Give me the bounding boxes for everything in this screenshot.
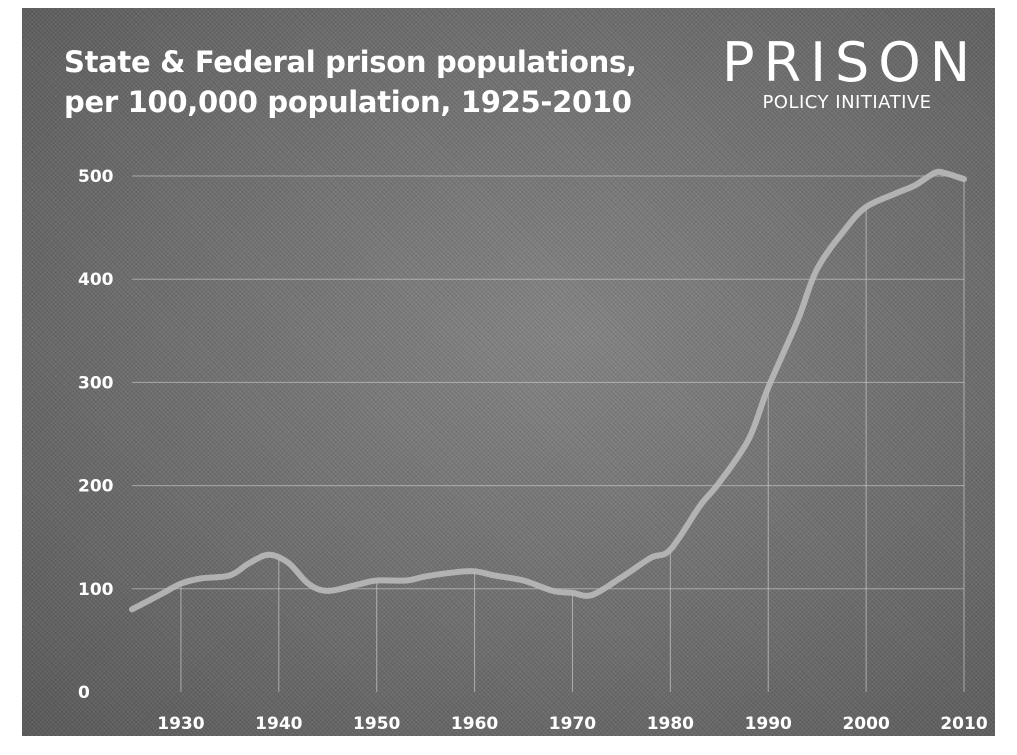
x-tick-label-2010: 2010 [940,714,987,734]
y-tick-label-0: 0 [78,683,90,703]
line-chart: 0 100 200 300 400 500 1930 1940 1950 1960 1970 198… [78,167,988,734]
y-axis-tick-labels: 0 100 200 300 400 500 [78,167,114,703]
horizontal-gridlines [132,175,964,590]
x-tick-label-1980: 1980 [647,714,694,734]
x-tick-label-1950: 1950 [353,714,400,734]
prison-policy-initiative-logo: PRISON POLICY INITIATIVE [722,31,980,114]
x-axis-tick-labels: 1930 1940 1950 1960 1970 1980 1990 2000 2010 [157,714,988,734]
logo-wordmark: PRISON [722,31,980,94]
series-line-prison-population [129,168,967,613]
vertical-droplines [180,179,965,692]
x-tick-label-1940: 1940 [255,714,302,734]
x-tick-label-1930: 1930 [157,714,204,734]
series-group [129,168,967,613]
y-tick-label-100: 100 [78,580,114,600]
y-tick-label-200: 200 [78,477,114,497]
y-tick-label-400: 400 [78,270,114,290]
chart-panel: 0 100 200 300 400 500 1930 1940 1950 1960 1970 198… [22,8,995,736]
y-tick-label-300: 300 [78,373,114,393]
x-tick-label-1970: 1970 [549,714,596,734]
x-tick-label-1990: 1990 [745,714,792,734]
x-tick-label-1960: 1960 [451,714,498,734]
chart-title-line-2: per 100,000 population, 1925-2010 [64,85,632,119]
y-tick-label-500: 500 [78,167,114,187]
logo-subtitle: POLICY INITIATIVE [762,92,932,113]
x-tick-label-2000: 2000 [842,714,889,734]
chart-title: State & Federal prison populations, per … [64,42,664,122]
chart-title-line-1: State & Federal prison populations, [64,45,637,79]
